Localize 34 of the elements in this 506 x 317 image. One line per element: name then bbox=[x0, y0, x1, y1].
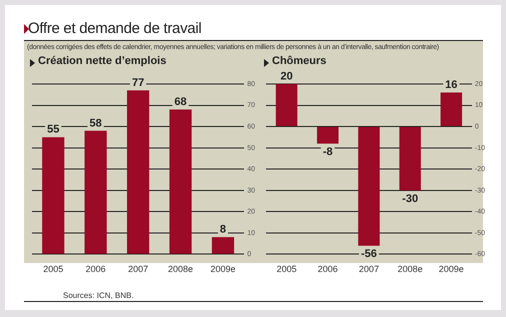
bar bbox=[399, 127, 421, 190]
data-label: 55 bbox=[47, 124, 60, 136]
data-label: 20 bbox=[280, 70, 293, 83]
data-label: 8 bbox=[220, 224, 226, 236]
x-tick-label: 2006 bbox=[86, 264, 106, 274]
x-tick-label: 2007 bbox=[358, 264, 379, 274]
data-label: 68 bbox=[174, 96, 187, 108]
bar bbox=[84, 130, 107, 254]
x-tick-label: 2008e bbox=[168, 264, 194, 274]
data-label: -30 bbox=[402, 192, 418, 205]
chart-title: Chômeurs bbox=[272, 55, 326, 67]
bar bbox=[276, 84, 298, 126]
bar bbox=[169, 110, 192, 254]
chart-title: Création nette d’emplois bbox=[38, 55, 166, 67]
bar bbox=[317, 127, 339, 144]
bar bbox=[358, 127, 380, 246]
data-label: 77 bbox=[132, 76, 144, 89]
x-tick-label: 2008e bbox=[398, 264, 423, 274]
bar bbox=[42, 137, 64, 254]
data-label: -8 bbox=[322, 146, 333, 158]
bar bbox=[212, 237, 234, 254]
text: Offre et demande de travail bbox=[28, 20, 202, 37]
bar bbox=[440, 92, 462, 126]
data-label: 58 bbox=[90, 117, 102, 130]
x-tick-label: 2006 bbox=[318, 264, 338, 274]
data-label: -56 bbox=[360, 248, 377, 260]
x-tick-label: 2005 bbox=[43, 264, 64, 274]
x-tick-label: 2009e bbox=[438, 264, 464, 274]
source-note: Sources: ICN, BNB. bbox=[63, 291, 134, 300]
x-tick-label: 2005 bbox=[276, 264, 297, 274]
data-label: 16 bbox=[445, 79, 458, 92]
bar bbox=[127, 90, 150, 254]
x-tick-label: 2007 bbox=[128, 264, 148, 274]
x-tick-label: 2009e bbox=[210, 264, 236, 274]
